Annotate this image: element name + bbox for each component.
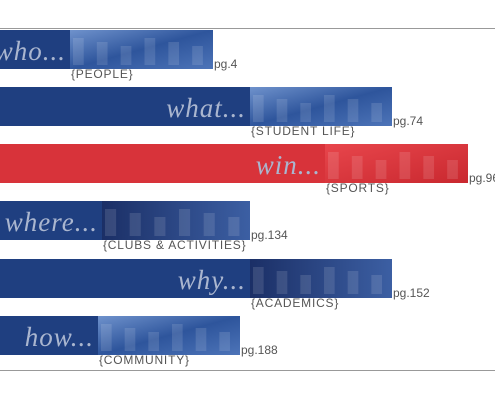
photo-detail bbox=[195, 328, 207, 351]
photo bbox=[325, 144, 468, 183]
photo bbox=[98, 316, 240, 355]
photo-detail bbox=[371, 103, 382, 122]
color-bar bbox=[0, 201, 102, 240]
photo-detail bbox=[253, 267, 264, 294]
page-number: pg.4 bbox=[214, 57, 238, 71]
color-bar bbox=[0, 87, 250, 126]
color-bar bbox=[0, 316, 98, 355]
photo-detail bbox=[351, 156, 363, 179]
section-row: what... {STUDENT LIFE} pg.74 bbox=[0, 87, 423, 138]
photo-detail bbox=[73, 38, 84, 65]
photo-detail bbox=[447, 160, 458, 179]
section-word: who... bbox=[0, 36, 66, 66]
photo-detail bbox=[324, 267, 335, 294]
photo bbox=[250, 259, 392, 298]
photo-detail bbox=[375, 160, 387, 179]
section-word: where... bbox=[5, 207, 98, 237]
section-row: why... {ACADEMICS} pg.152 bbox=[0, 259, 430, 310]
section-label: {COMMUNITY} bbox=[99, 353, 190, 367]
photo-detail bbox=[120, 46, 132, 65]
section-word: win... bbox=[256, 150, 321, 180]
photo bbox=[102, 201, 250, 240]
photo-detail bbox=[347, 271, 359, 294]
page-number: pg.96 bbox=[469, 171, 495, 185]
photo-detail bbox=[276, 271, 288, 294]
photo-detail bbox=[96, 42, 108, 65]
photo-detail bbox=[228, 217, 240, 236]
photo-detail bbox=[399, 152, 411, 179]
photo bbox=[70, 30, 213, 69]
photo-detail bbox=[148, 332, 159, 351]
section-row: how... {COMMUNITY} pg.188 bbox=[0, 316, 278, 367]
sections: who... {PEOPLE} pg.4 what... {STUDENT LIFE} p… bbox=[0, 30, 495, 367]
photo-detail bbox=[105, 209, 117, 236]
photo-detail bbox=[124, 328, 136, 351]
section-label: {STUDENT LIFE} bbox=[251, 124, 355, 138]
section-word: why... bbox=[178, 265, 246, 295]
photo-detail bbox=[203, 213, 215, 236]
color-bar bbox=[0, 144, 325, 183]
page-number: pg.74 bbox=[393, 114, 423, 128]
photo-detail bbox=[371, 275, 382, 294]
page-number: pg.152 bbox=[393, 286, 430, 300]
photo-detail bbox=[300, 275, 311, 294]
photo-detail bbox=[129, 213, 141, 236]
photo-detail bbox=[347, 99, 359, 122]
section-label: {CLUBS & ACTIVITIES} bbox=[103, 238, 246, 252]
photo-detail bbox=[423, 156, 435, 179]
section-row: where... {CLUBS & ACTIVITIES} pg.134 bbox=[0, 201, 288, 252]
page-number: pg.188 bbox=[241, 343, 278, 357]
photo-detail bbox=[144, 38, 156, 65]
photo-detail bbox=[179, 209, 191, 236]
photo-detail bbox=[192, 46, 203, 65]
photo-detail bbox=[168, 42, 180, 65]
photo-detail bbox=[172, 324, 183, 351]
section-label: {ACADEMICS} bbox=[251, 296, 339, 310]
section-word: what... bbox=[166, 93, 246, 123]
photo-detail bbox=[276, 99, 288, 122]
photo-detail bbox=[101, 324, 112, 351]
section-label: {PEOPLE} bbox=[71, 67, 133, 81]
page-number: pg.134 bbox=[251, 228, 288, 242]
photo-detail bbox=[324, 95, 335, 122]
section-row: who... {PEOPLE} pg.4 bbox=[0, 30, 238, 81]
section-word: how... bbox=[25, 322, 94, 352]
section-row: win... {SPORTS} pg.96 bbox=[0, 144, 495, 195]
photo-detail bbox=[300, 103, 311, 122]
color-bar bbox=[0, 30, 70, 69]
photo bbox=[250, 87, 392, 126]
photo-detail bbox=[219, 332, 230, 351]
photo-detail bbox=[154, 217, 166, 236]
section-label: {SPORTS} bbox=[326, 181, 390, 195]
photo-detail bbox=[328, 152, 339, 179]
color-bar bbox=[0, 259, 250, 298]
photo-detail bbox=[253, 95, 264, 122]
